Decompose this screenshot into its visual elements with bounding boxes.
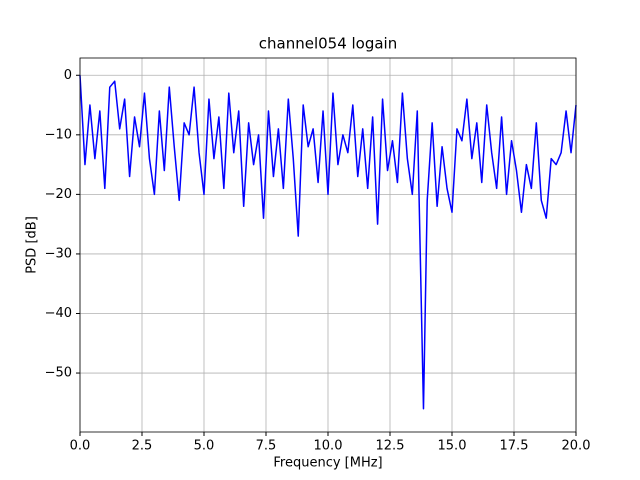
y-tick-label: −30 <box>45 246 72 261</box>
y-tick-label: −20 <box>45 187 72 202</box>
x-tick-label: 2.5 <box>132 439 153 454</box>
y-tick-label: −40 <box>45 306 72 321</box>
y-tick-label: −50 <box>45 366 72 381</box>
y-tick-label: −10 <box>45 127 72 142</box>
x-tick-label: 15.0 <box>438 439 467 454</box>
y-axis-label: PSD [dB] <box>25 216 40 274</box>
y-tick-label: 0 <box>64 68 72 83</box>
plot-frame <box>79 57 577 433</box>
x-tick-label: 10.0 <box>314 439 343 454</box>
x-axis-label: Frequency [MHz] <box>273 456 382 471</box>
x-tick-label: 7.5 <box>256 439 277 454</box>
x-tick-label: 17.5 <box>500 439 529 454</box>
x-tick-label: 20.0 <box>562 439 591 454</box>
x-tick-label: 0.0 <box>70 439 91 454</box>
x-tick-label: 5.0 <box>194 439 215 454</box>
x-tick-label: 12.5 <box>376 439 405 454</box>
chart-title: channel054 logain <box>259 35 398 53</box>
data-line <box>79 75 577 410</box>
